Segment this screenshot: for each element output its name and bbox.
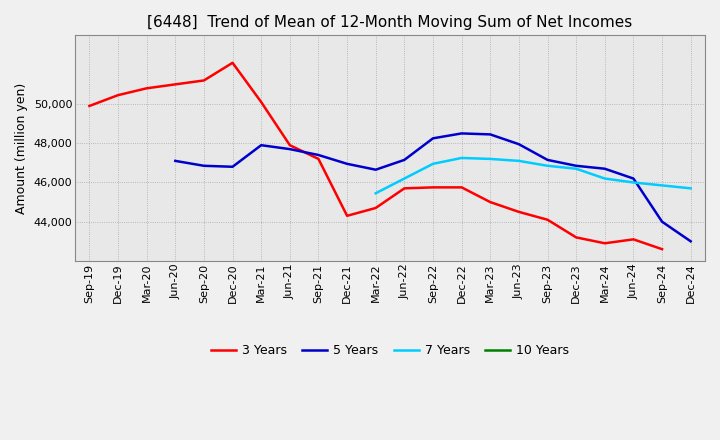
3 Years: [171, 82, 179, 87]
5 Years: [257, 143, 266, 148]
7 Years: [600, 176, 609, 181]
5 Years: [629, 176, 638, 181]
3 Years: [228, 60, 237, 66]
5 Years: [486, 132, 495, 137]
5 Years: [372, 167, 380, 172]
5 Years: [457, 131, 466, 136]
5 Years: [343, 161, 351, 166]
Title: [6448]  Trend of Mean of 12-Month Moving Sum of Net Incomes: [6448] Trend of Mean of 12-Month Moving …: [148, 15, 633, 30]
7 Years: [686, 186, 695, 191]
5 Years: [600, 166, 609, 171]
3 Years: [85, 103, 94, 109]
7 Years: [543, 163, 552, 169]
7 Years: [629, 180, 638, 185]
5 Years: [686, 238, 695, 244]
3 Years: [286, 143, 294, 148]
7 Years: [486, 156, 495, 161]
Line: 7 Years: 7 Years: [376, 158, 690, 193]
3 Years: [400, 186, 409, 191]
7 Years: [658, 183, 667, 188]
3 Years: [343, 213, 351, 218]
3 Years: [372, 205, 380, 211]
7 Years: [515, 158, 523, 164]
3 Years: [314, 156, 323, 161]
5 Years: [400, 157, 409, 162]
3 Years: [515, 209, 523, 215]
5 Years: [572, 163, 580, 169]
Legend: 3 Years, 5 Years, 7 Years, 10 Years: 3 Years, 5 Years, 7 Years, 10 Years: [206, 339, 574, 363]
5 Years: [658, 219, 667, 224]
7 Years: [428, 161, 437, 166]
Y-axis label: Amount (million yen): Amount (million yen): [15, 83, 28, 214]
5 Years: [428, 136, 437, 141]
5 Years: [228, 164, 237, 169]
5 Years: [286, 147, 294, 152]
5 Years: [515, 142, 523, 147]
3 Years: [199, 78, 208, 83]
3 Years: [428, 185, 437, 190]
3 Years: [114, 92, 122, 98]
7 Years: [457, 155, 466, 161]
7 Years: [372, 191, 380, 196]
5 Years: [199, 163, 208, 169]
5 Years: [314, 152, 323, 158]
3 Years: [600, 241, 609, 246]
Line: 5 Years: 5 Years: [175, 133, 690, 241]
7 Years: [572, 166, 580, 171]
3 Years: [658, 246, 667, 252]
3 Years: [457, 185, 466, 190]
5 Years: [543, 157, 552, 162]
Line: 3 Years: 3 Years: [89, 63, 662, 249]
3 Years: [543, 217, 552, 222]
3 Years: [572, 235, 580, 240]
3 Years: [629, 237, 638, 242]
5 Years: [171, 158, 179, 164]
3 Years: [486, 199, 495, 205]
7 Years: [400, 176, 409, 181]
3 Years: [257, 99, 266, 105]
3 Years: [143, 86, 151, 91]
